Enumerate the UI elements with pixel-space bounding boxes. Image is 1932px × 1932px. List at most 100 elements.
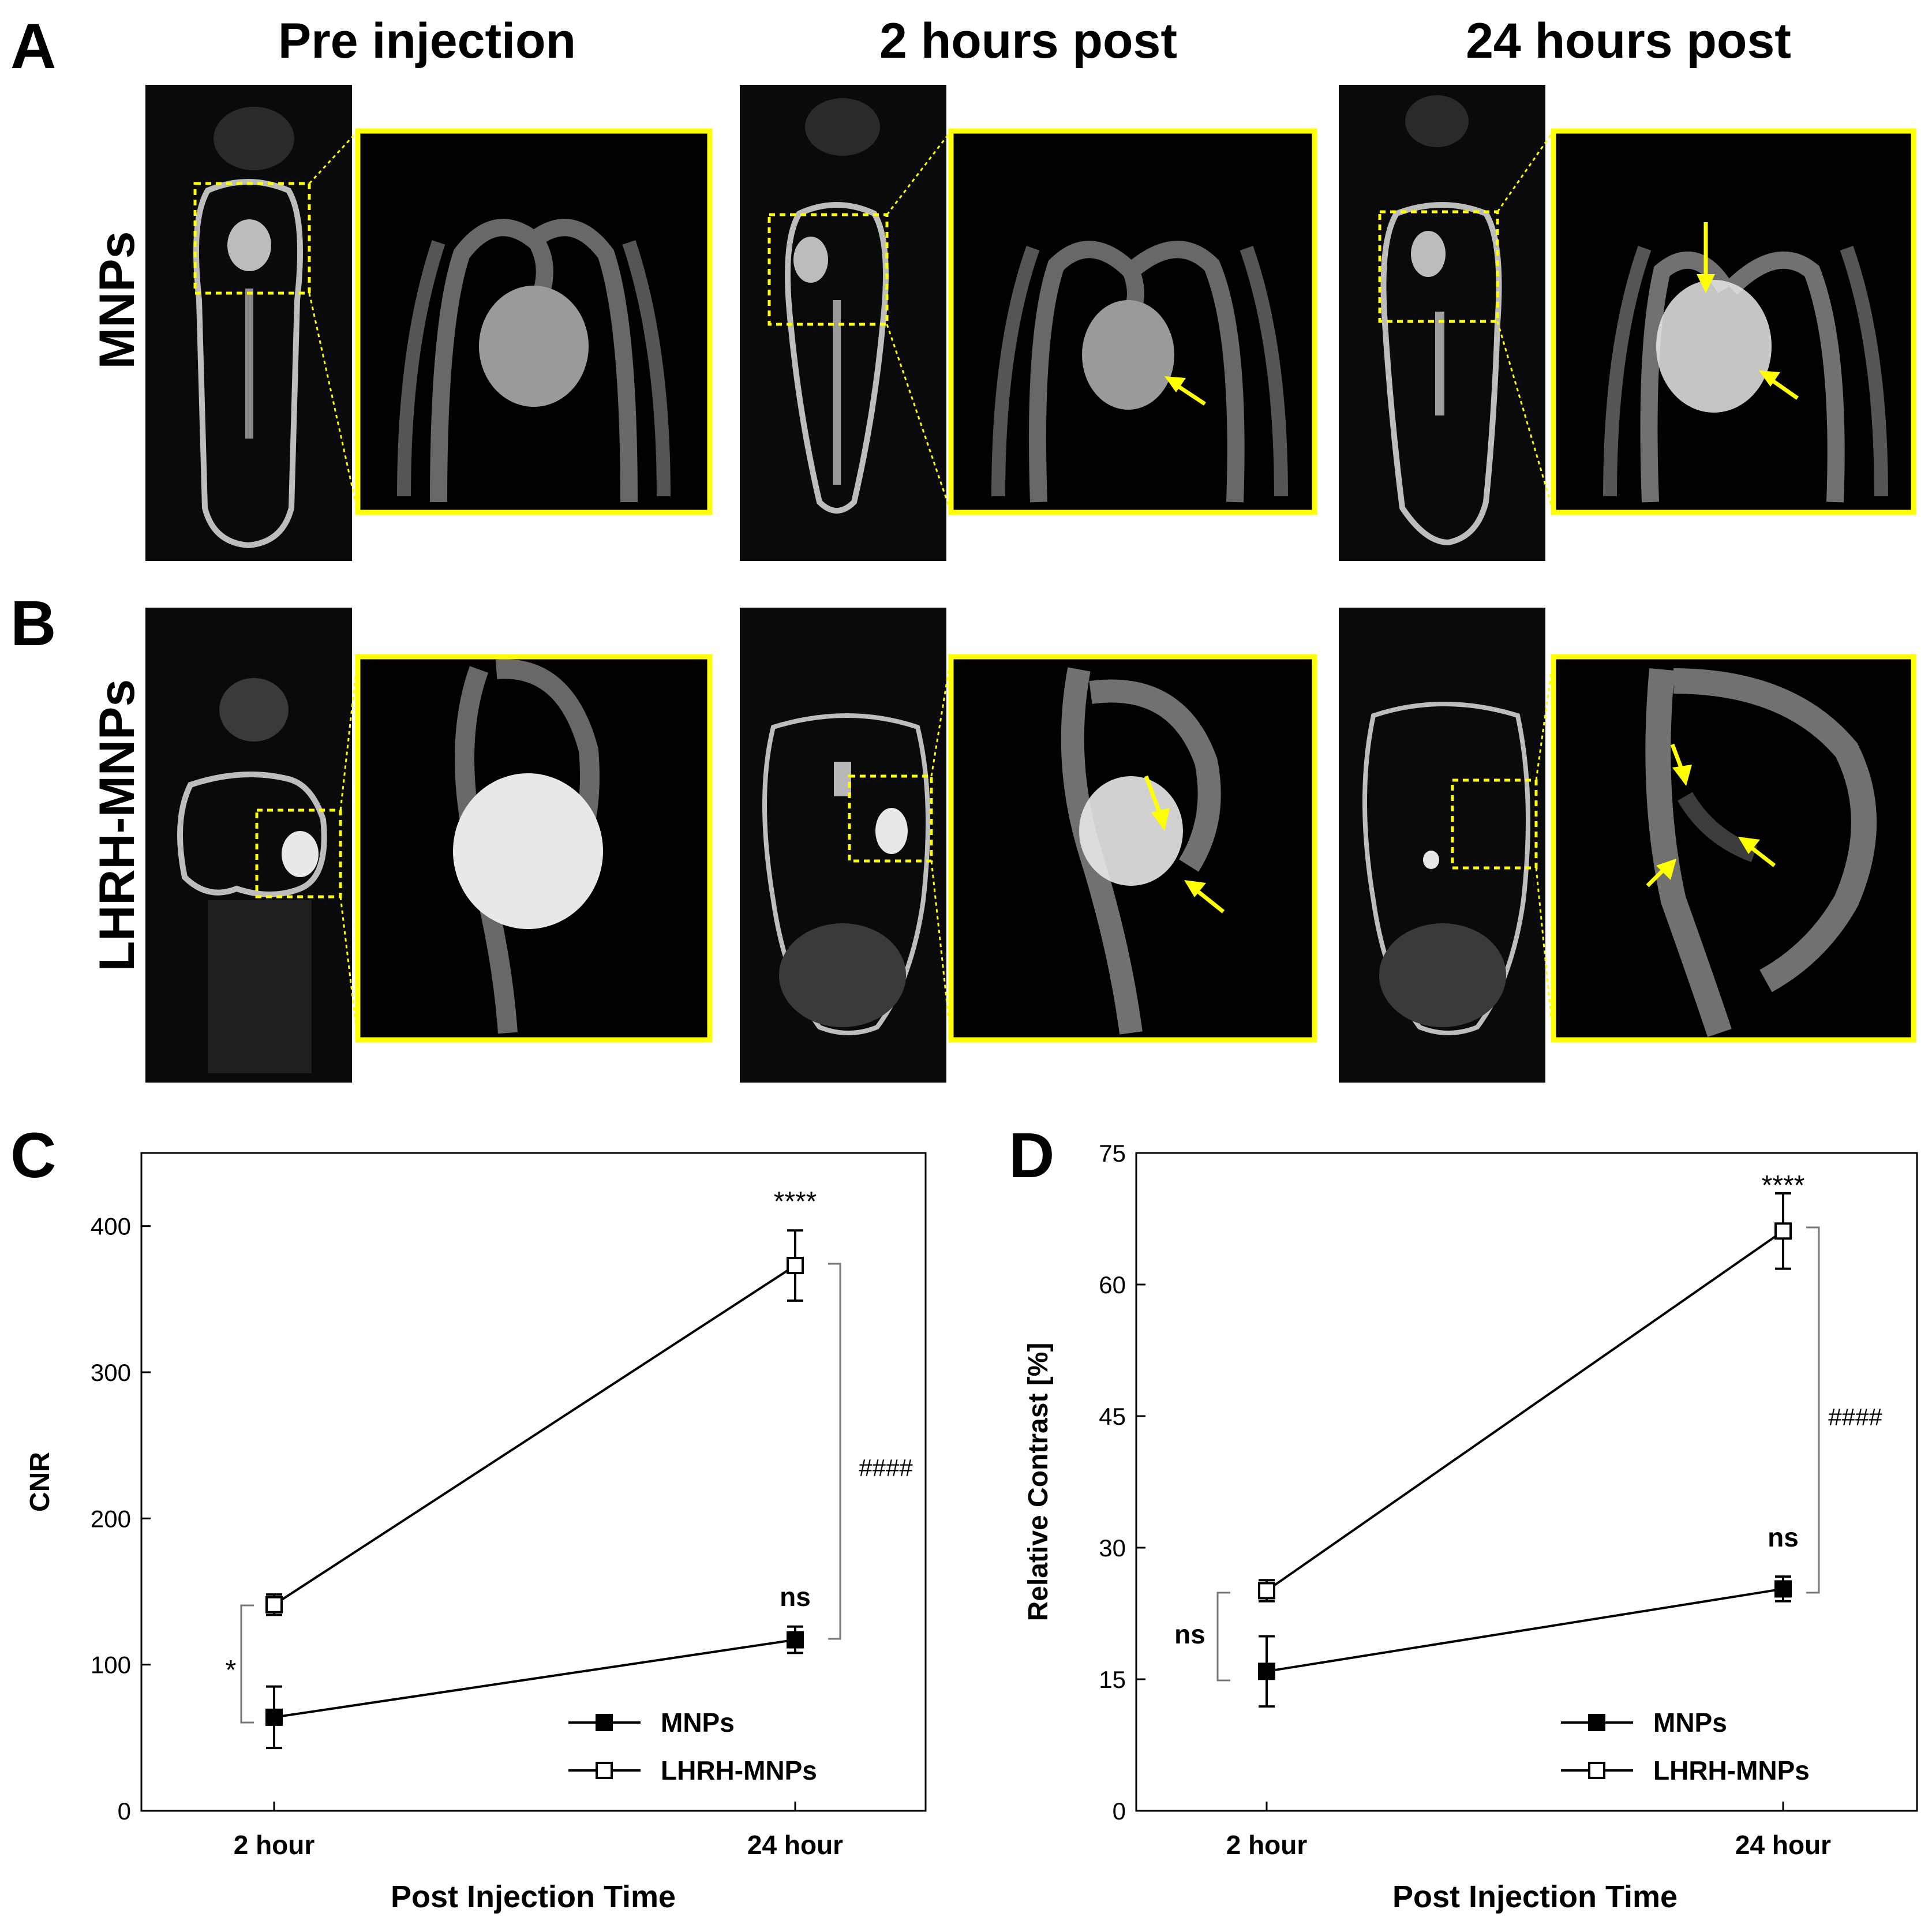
chart-c-y-axis: 0 100 200 300 400 <box>91 1213 151 1825</box>
chart-d-annotation-left: ns <box>1174 1619 1205 1649</box>
chart-c-legend-label-mnps: MNPs <box>661 1708 735 1738</box>
arrow-annotation <box>1670 743 1692 786</box>
panel-letter-b: B <box>10 588 56 659</box>
chart-c-y-axis-label: CNR <box>25 1452 55 1512</box>
chart-c-x-axis-label: Post Injection Time <box>391 1879 676 1914</box>
chart-c-bracket-right <box>828 1263 841 1640</box>
mri-zoom-b-24h <box>1551 654 1916 1043</box>
zoom-guide <box>1496 130 1555 212</box>
d-point-1-1 <box>1774 1222 1792 1240</box>
arrow-annotation <box>1646 859 1676 888</box>
c-series-line-1 <box>273 1264 796 1606</box>
mri-zoom-a-24h <box>1551 128 1916 515</box>
column-title-24h: 24 hours post <box>1466 13 1791 69</box>
chart-c-legend: MNPs LHRH-MNPs <box>568 1708 817 1785</box>
c-point-0-0 <box>265 1708 283 1726</box>
chart-d-x-axis: 2 hour 24 hour <box>1226 1802 1831 1860</box>
chart-d-plot-frame <box>1135 1152 1918 1812</box>
chart-c-legend-marker-lhrh <box>596 1762 613 1779</box>
chart-d-y-axis-label: Relative Contrast [%] <box>1023 1343 1054 1622</box>
c-y-tick-label: 400 <box>91 1213 131 1240</box>
panel-letter-c: C <box>10 1120 56 1191</box>
roi-box-b-24h <box>1451 778 1538 870</box>
c-y-tick-label: 0 <box>118 1798 131 1825</box>
mri-zoom-b-2h <box>948 654 1317 1043</box>
chart-c-plot-frame <box>140 1152 927 1812</box>
chart-c-legend-marker-mnps <box>596 1714 613 1731</box>
chart-d-legend-marker-lhrh <box>1588 1762 1605 1779</box>
chart-d-legend-marker-mnps <box>1588 1714 1605 1731</box>
arrow-annotation <box>1165 376 1206 406</box>
c-point-1-0 <box>265 1596 283 1613</box>
d-y-tick-label: 60 <box>1099 1271 1126 1298</box>
d-y-tick-label: 0 <box>1113 1798 1126 1825</box>
chart-c-bracket-left <box>240 1604 254 1724</box>
roi-box-a-2h <box>767 213 889 326</box>
roi-box-b-2h <box>848 774 933 863</box>
chart-d-annotation-top-star: **** <box>1762 1170 1805 1201</box>
chart-relative-contrast: 0 15 30 45 60 75 2 hour 24 hour Relative Contr… <box>1023 1140 1918 1914</box>
zoom-guide <box>339 896 359 1040</box>
arrow-annotation <box>1184 880 1225 913</box>
mri-zoom-a-2h <box>948 128 1317 515</box>
chart-d-legend-label-lhrh: LHRH-MNPs <box>1653 1755 1810 1785</box>
d-series-line-1 <box>1265 1230 1784 1592</box>
mri-zoom-a-pre <box>355 128 713 515</box>
c-x-tick-label: 2 hour <box>234 1830 315 1860</box>
arrow-annotation <box>1738 837 1776 867</box>
chart-c-annotation-left: * <box>226 1655 237 1686</box>
d-y-tick-label: 30 <box>1099 1534 1126 1562</box>
c-series-line-0 <box>274 1638 796 1718</box>
c-y-tick-label: 100 <box>91 1652 131 1679</box>
chart-d-bracket-right <box>1806 1226 1820 1594</box>
mri-full-body-b-2h <box>740 608 946 1083</box>
zoom-guide <box>1496 321 1555 513</box>
d-x-tick-label: 24 hour <box>1735 1830 1831 1860</box>
chart-c-annotation-ns: ns <box>780 1582 811 1612</box>
arrow-annotation <box>1759 370 1799 400</box>
chart-d-legend-label-mnps: MNPs <box>1653 1708 1727 1738</box>
zoom-guide <box>930 860 952 1040</box>
roi-box-b-pre <box>255 808 342 898</box>
column-title-2h: 2 hours post <box>879 13 1177 69</box>
c-x-tick-label: 24 hour <box>747 1830 843 1860</box>
zoom-guide <box>1535 656 1555 781</box>
roi-box-a-24h <box>1378 210 1499 323</box>
chart-d-annotation-hash: #### <box>1828 1403 1882 1431</box>
panel-letter-a: A <box>10 11 56 82</box>
chart-cnr: 0 100 200 300 400 2 hour 24 hour CNR Post Inj… <box>25 1152 927 1914</box>
arrow-annotation <box>1697 222 1715 293</box>
row-label-lhrh-mnps: LHRH-MNPs <box>89 679 145 971</box>
roi-box-a-pre <box>193 182 311 295</box>
chart-d-y-axis: 0 15 30 45 60 75 <box>1099 1140 1145 1825</box>
mri-zoom-b-pre <box>355 654 713 1043</box>
row-label-mnps: MNPs <box>89 231 145 369</box>
chart-d-series <box>1258 1192 1792 1708</box>
chart-d-annotation-ns: ns <box>1768 1522 1799 1552</box>
arrow-annotation <box>1144 775 1170 831</box>
d-series-line-0 <box>1266 1587 1784 1673</box>
d-y-tick-label: 15 <box>1099 1666 1126 1693</box>
chart-c-legend-label-lhrh: LHRH-MNPs <box>661 1755 817 1785</box>
d-y-tick-label: 45 <box>1099 1403 1126 1430</box>
chart-c-series <box>265 1229 804 1750</box>
chart-d-legend: MNPs LHRH-MNPs <box>1561 1708 1810 1785</box>
zoom-guide <box>339 656 359 811</box>
zoom-guide <box>308 130 359 185</box>
chart-c-annotation-hash: #### <box>859 1454 913 1481</box>
panel-letter-d: D <box>1009 1120 1054 1191</box>
chart-c-x-axis: 2 hour 24 hour <box>234 1802 843 1860</box>
c-point-0-1 <box>787 1631 804 1649</box>
column-title-pre: Pre injection <box>278 13 576 69</box>
chart-d-x-axis-label: Post Injection Time <box>1392 1879 1678 1914</box>
d-y-tick-label: 75 <box>1099 1140 1126 1167</box>
chart-d-bracket-left <box>1216 1592 1230 1682</box>
c-point-1-1 <box>787 1257 804 1275</box>
c-y-tick-label: 200 <box>91 1505 131 1532</box>
mri-full-body-a-pre <box>145 85 352 561</box>
zoom-guide <box>308 293 359 513</box>
d-point-0-1 <box>1774 1580 1792 1598</box>
mri-full-body-b-pre <box>145 608 352 1083</box>
